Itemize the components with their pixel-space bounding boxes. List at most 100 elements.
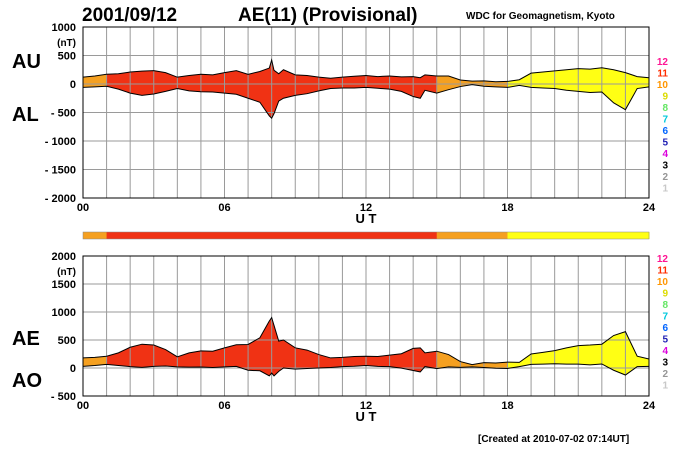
color-bar-segment (389, 232, 414, 239)
y-tick-label: - 500 (51, 391, 76, 403)
hour-fill-band (106, 317, 131, 376)
scale-label-3: 3 (662, 358, 668, 369)
color-bar-segment (366, 232, 391, 239)
hour-fill-band (413, 317, 438, 376)
x-tick-label: 06 (218, 400, 230, 412)
x-tick-label: 24 (643, 202, 656, 214)
color-bar-segment (601, 232, 626, 239)
y-tick-label: 1500 (52, 279, 76, 291)
plot-frame (82, 26, 650, 199)
scale-label-6: 6 (662, 323, 668, 334)
color-bar-segment (177, 232, 202, 239)
hour-fill-band (436, 317, 461, 376)
y-tick-label: 500 (58, 51, 76, 63)
color-bar-segment (83, 232, 108, 239)
color-bar-segment (531, 232, 556, 239)
scale-label-2: 2 (662, 172, 668, 183)
hour-fill-band (224, 317, 249, 376)
x-axis-label: U T (356, 409, 377, 424)
y-unit-label: (nT) (57, 38, 76, 49)
hour-fill-band (295, 317, 320, 376)
y-tick-label: - 1500 (45, 165, 76, 177)
scale-label-4: 4 (662, 346, 668, 357)
scale-label-10: 10 (657, 277, 669, 288)
credit-text: WDC for Geomagnetism, Kyoto (466, 11, 615, 22)
x-axis-label: U T (356, 211, 377, 226)
x-tick-label: 18 (501, 400, 513, 412)
y-tick-label: 0 (70, 363, 76, 375)
activity-color-bar (83, 232, 650, 239)
hour-fill-band (153, 317, 178, 376)
hour-fill-band (531, 317, 556, 376)
scale-label-10: 10 (657, 80, 669, 91)
color-bar-segment (413, 232, 438, 239)
scale-label-6: 6 (662, 126, 668, 137)
hour-fill-band (130, 317, 155, 376)
scale-label-7: 7 (662, 312, 668, 323)
hour-fill-band (483, 317, 508, 376)
hour-fill-band (554, 317, 579, 376)
y-tick-label: 1000 (52, 307, 76, 319)
color-bar-segment (130, 232, 155, 239)
color-bar-segment (200, 232, 225, 239)
scale-label-2: 2 (662, 369, 668, 380)
scale-label-8: 8 (662, 300, 668, 311)
y-tick-label: 2000 (52, 251, 76, 263)
color-bar-segment (271, 232, 296, 239)
color-bar-segment (153, 232, 178, 239)
hour-fill-band (177, 317, 202, 376)
color-bar-segment (625, 232, 650, 239)
hour-fill-band (342, 317, 367, 376)
hour-fill-band (578, 317, 603, 376)
au-label: AU (12, 51, 41, 73)
color-bar-segment (483, 232, 508, 239)
hour-fill-band (507, 317, 532, 376)
x-tick-label: 12 (360, 202, 372, 214)
scale-label-11: 11 (657, 266, 668, 277)
x-tick-label: 06 (218, 202, 230, 214)
hour-fill-band (83, 317, 108, 376)
ao-label: AO (12, 370, 42, 392)
ae-label: AE (12, 328, 40, 350)
scale-label-12: 12 (657, 254, 669, 265)
series-au-line (82, 58, 650, 83)
al-label: AL (12, 104, 39, 126)
series-ao-line (82, 363, 650, 377)
color-bar-segment (248, 232, 273, 239)
hour-fill-band (200, 317, 225, 376)
series-ae-line (82, 316, 650, 366)
hour-fill-band (460, 317, 485, 376)
color-bar-segment (578, 232, 603, 239)
scale-label-1: 1 (662, 381, 668, 392)
color-bar-segment (507, 232, 532, 239)
scale-label-3: 3 (662, 161, 668, 172)
color-bar-segment (318, 232, 343, 239)
y-tick-label: 0 (70, 79, 76, 91)
created-footer: [Created at 2010-07-02 07:14UT] (478, 434, 630, 445)
index-title: AE(11) (Provisional) (238, 5, 418, 26)
plot-frame (82, 255, 650, 397)
hour-fill-band (389, 317, 414, 376)
x-tick-label: 24 (643, 400, 656, 412)
hour-fill-band (366, 317, 391, 376)
color-bar-frame (82, 231, 650, 240)
y-unit-label: (nT) (57, 267, 76, 278)
y-tick-label: 1000 (52, 22, 76, 34)
color-bar-segment (224, 232, 249, 239)
x-tick-label: 00 (77, 202, 89, 214)
x-tick-label: 00 (77, 400, 89, 412)
color-bar-segment (436, 232, 461, 239)
x-tick-label: 18 (501, 202, 513, 214)
y-tick-label: 500 (58, 335, 76, 347)
scale-label-7: 7 (662, 115, 668, 126)
scale-label-11: 11 (657, 69, 668, 80)
x-tick-label: 12 (360, 400, 372, 412)
hour-fill-band (625, 317, 649, 376)
scale-label-5: 5 (662, 138, 668, 149)
scale-label-12: 12 (657, 57, 669, 68)
color-bar-segment (342, 232, 367, 239)
scale-label-9: 9 (662, 92, 668, 103)
y-tick-label: - 1000 (45, 136, 76, 148)
hour-fill-band (318, 317, 343, 376)
